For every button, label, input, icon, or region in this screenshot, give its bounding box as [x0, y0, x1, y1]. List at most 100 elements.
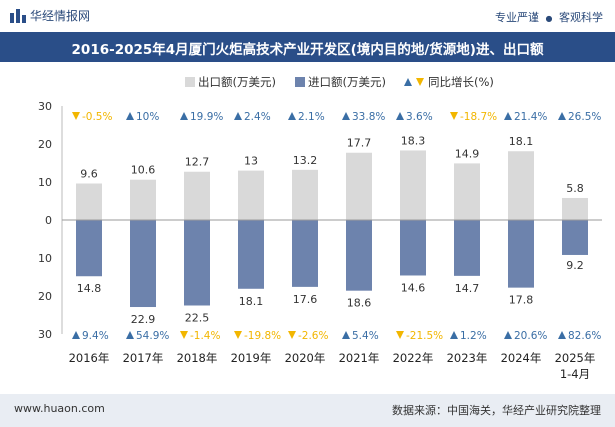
x-tick-label: 2023年	[447, 351, 488, 365]
export-growth-label: 21.4%	[514, 111, 547, 123]
import-growth-up-triangle	[558, 331, 566, 339]
export-value-label: 18.3	[401, 134, 426, 147]
import-bar	[184, 220, 210, 306]
export-bar	[562, 197, 588, 220]
export-growth-label: 33.8%	[352, 111, 385, 123]
import-growth-label: 9.4%	[82, 330, 109, 342]
export-bar	[346, 152, 372, 220]
export-growth-label: 3.6%	[406, 111, 433, 123]
x-tick-label: 1-4月	[560, 367, 590, 381]
export-growth-up-triangle	[180, 112, 188, 120]
y-tick-label: 10	[38, 176, 52, 189]
export-bar	[76, 183, 102, 220]
export-bar	[400, 150, 426, 220]
import-growth-down-triangle	[288, 331, 296, 339]
import-value-label: 22.9	[131, 313, 156, 326]
import-value-label: 17.6	[293, 293, 318, 306]
import-value-label: 18.6	[347, 297, 372, 310]
import-growth-label: -1.4%	[190, 330, 220, 342]
website-link[interactable]: www.huaon.com	[14, 402, 105, 415]
import-growth-label: -19.8%	[244, 330, 281, 342]
y-tick-label: 30	[38, 100, 52, 113]
import-growth-label: 54.9%	[136, 330, 169, 342]
export-growth-up-triangle	[558, 112, 566, 120]
export-growth-down-triangle	[72, 112, 80, 120]
x-tick-label: 2024年	[501, 351, 542, 365]
data-source: 数据来源：中国海关，华经产业研究院整理	[392, 404, 601, 417]
import-value-label: 14.7	[455, 282, 480, 295]
import-bar	[346, 220, 372, 291]
x-tick-label: 2019年	[231, 351, 272, 365]
brand: 华经情报网	[10, 7, 90, 24]
export-growth-up-triangle	[504, 112, 512, 120]
import-bar	[76, 220, 102, 277]
import-growth-up-triangle	[504, 331, 512, 339]
legend-export-label: 出口额(万美元)	[198, 75, 276, 89]
import-growth-up-triangle	[342, 331, 350, 339]
export-growth-up-triangle	[396, 112, 404, 120]
export-value-label: 10.6	[131, 164, 156, 177]
export-value-label: 14.9	[455, 147, 480, 160]
import-growth-down-triangle	[180, 331, 188, 339]
import-bar	[454, 220, 480, 276]
import-growth-up-triangle	[126, 331, 134, 339]
import-bar	[130, 220, 156, 308]
legend-export-swatch	[185, 77, 195, 87]
export-growth-label: 10%	[136, 111, 159, 123]
tagline: 专业严谨 ● 客观科学	[495, 9, 603, 25]
x-tick-label: 2021年	[339, 351, 380, 365]
export-bar	[292, 169, 318, 220]
y-tick-label: 20	[38, 290, 52, 303]
legend-import-swatch	[295, 77, 305, 87]
import-growth-down-triangle	[234, 331, 242, 339]
export-growth-down-triangle	[450, 112, 458, 120]
legend-down-triangle	[416, 78, 424, 86]
export-growth-label: 2.1%	[298, 111, 325, 123]
export-value-label: 12.7	[185, 156, 210, 169]
x-tick-label: 2018年	[177, 351, 218, 365]
export-bar	[508, 151, 534, 220]
export-bar	[454, 163, 480, 220]
y-tick-label: 0	[45, 214, 52, 227]
import-growth-label: -2.6%	[298, 330, 328, 342]
title-bar: 2016-2025年4月厦门火炬高技术产业开发区(境内目的地/货源地)进、出口额	[0, 32, 615, 62]
export-value-label: 18.1	[509, 135, 534, 148]
top-bar: 华经情报网 专业严谨 ● 客观科学	[0, 0, 615, 32]
export-growth-up-triangle	[234, 112, 242, 120]
tagline-separator: ●	[545, 14, 553, 23]
y-tick-label: 10	[38, 252, 52, 265]
export-growth-up-triangle	[342, 112, 350, 120]
import-growth-label: 1.2%	[460, 330, 487, 342]
y-tick-label: 20	[38, 138, 52, 151]
import-bar	[238, 220, 264, 289]
import-bar	[508, 220, 534, 288]
footer: www.huaon.com 数据来源：中国海关，华经产业研究院整理	[0, 394, 615, 427]
export-growth-label: -18.7%	[460, 111, 497, 123]
y-tick-label: 30	[38, 328, 52, 341]
import-value-label: 9.2	[566, 259, 584, 272]
export-growth-label: 26.5%	[568, 111, 601, 123]
export-bar	[184, 171, 210, 220]
logo-icon	[10, 8, 26, 23]
export-growth-label: -0.5%	[82, 111, 112, 123]
bar-chart: 出口额(万美元) 进口额(万美元) 同比增长(%) 30 20 10 0 10 20 30 9.6 1…	[38, 75, 602, 381]
x-tick-label: 2022年	[393, 351, 434, 365]
import-bar	[292, 220, 318, 287]
x-tick-label: 2016年	[69, 351, 110, 365]
import-growth-down-triangle	[396, 331, 404, 339]
import-growth-label: 82.6%	[568, 330, 601, 342]
import-value-label: 22.5	[185, 312, 210, 325]
legend-up-triangle	[404, 78, 412, 86]
x-tick-label: 2017年	[123, 351, 164, 365]
chart-title: 2016-2025年4月厦门火炬高技术产业开发区(境内目的地/货源地)进、出口额	[71, 42, 544, 58]
tagline-right: 客观科学	[559, 11, 603, 24]
import-growth-label: 5.4%	[352, 330, 379, 342]
import-growth-label: 20.6%	[514, 330, 547, 342]
legend-growth-label: 同比增长(%)	[428, 75, 494, 89]
legend-import-label: 进口额(万美元)	[308, 75, 386, 89]
export-growth-up-triangle	[126, 112, 134, 120]
import-growth-up-triangle	[450, 331, 458, 339]
import-value-label: 18.1	[239, 295, 264, 308]
x-tick-label: 2020年	[285, 351, 326, 365]
